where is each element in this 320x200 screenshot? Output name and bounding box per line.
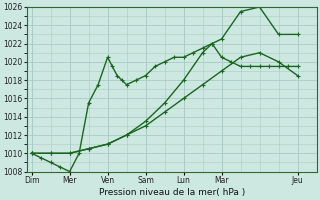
X-axis label: Pression niveau de la mer( hPa ): Pression niveau de la mer( hPa ) bbox=[99, 188, 245, 197]
